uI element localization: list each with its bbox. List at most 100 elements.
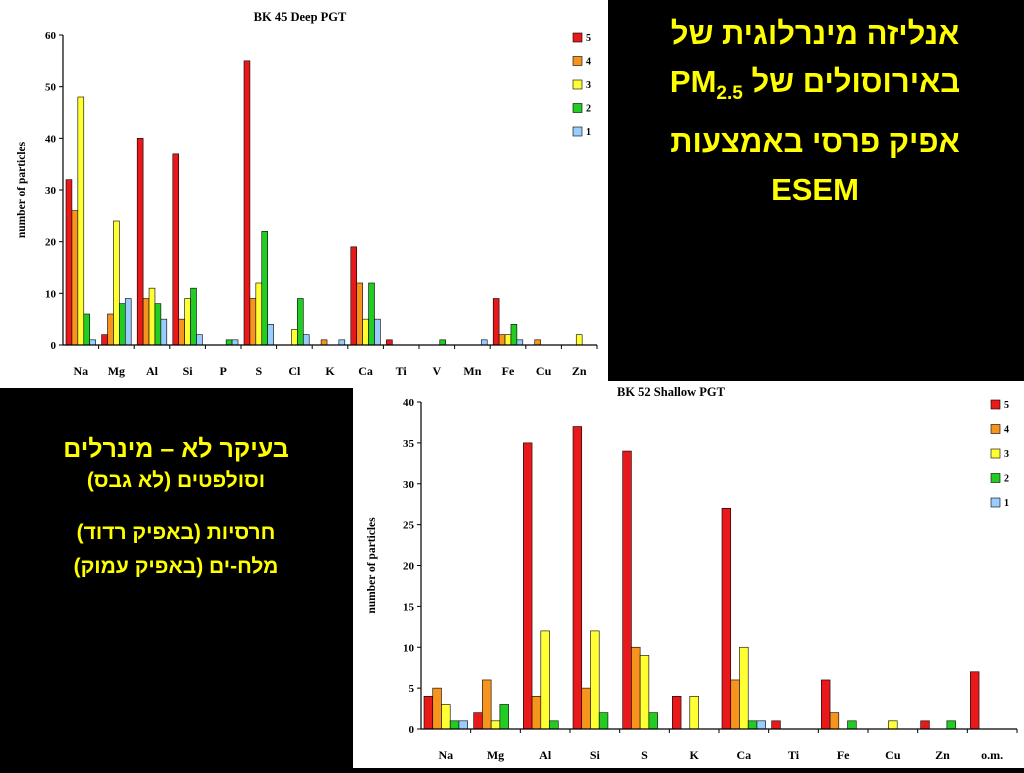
x-tick-label: K bbox=[325, 364, 335, 378]
x-tick-label: Na bbox=[438, 748, 453, 762]
bar-Cu-series-4 bbox=[534, 339, 541, 346]
x-tick-label: Ca bbox=[358, 364, 373, 378]
x-tick-label: V bbox=[432, 364, 441, 378]
bar-P-series-1 bbox=[231, 339, 239, 346]
bar-S-series-3 bbox=[255, 282, 263, 346]
bar-K-series-3 bbox=[689, 695, 699, 730]
y-tick-label: 0 bbox=[51, 340, 57, 352]
slide-title: אנליזה מינרלוגית של באירוסולים של PM2.5 … bbox=[612, 10, 1018, 214]
bar-Ti-series-5 bbox=[771, 720, 781, 730]
bar-Mg-series-2 bbox=[499, 704, 509, 730]
bar-Ca-series-4 bbox=[730, 679, 740, 730]
y-tick-label: 60 bbox=[45, 30, 57, 42]
slide-title-line2-text: באירוסולים של bbox=[751, 64, 961, 99]
legend-label-1: 1 bbox=[1004, 498, 1009, 509]
x-tick-label: Zn bbox=[935, 748, 950, 762]
bar-S-series-5 bbox=[243, 60, 251, 346]
bar-Si-series-3 bbox=[590, 630, 600, 730]
bar-Na-series-5 bbox=[65, 179, 73, 346]
bar-Al-series-1 bbox=[160, 318, 168, 346]
y-tick-label: 30 bbox=[403, 479, 415, 491]
x-tick-label: o.m. bbox=[981, 748, 1003, 762]
bar-Fe-series-3 bbox=[504, 334, 512, 346]
bar-S-series-2 bbox=[648, 712, 658, 730]
bar-Mg-series-5 bbox=[101, 334, 108, 346]
bar-Si-series-5 bbox=[172, 153, 180, 346]
x-tick-label: P bbox=[220, 364, 227, 378]
legend-swatch-3 bbox=[990, 448, 1001, 459]
bar-Al-series-4 bbox=[531, 695, 542, 730]
bar-Cl-series-2 bbox=[297, 298, 304, 346]
bar-Si-series-4 bbox=[178, 318, 185, 346]
bar-Na-series-2 bbox=[449, 720, 460, 730]
legend-swatch-2 bbox=[990, 473, 1001, 483]
bar-Fe-series-5 bbox=[821, 679, 831, 730]
legend-swatch-1 bbox=[990, 497, 1001, 508]
x-tick-label: Mn bbox=[463, 364, 481, 378]
chart-shallow-pgt: BK 52 Shallow PGT number of particles 0 5 10… bbox=[366, 385, 1018, 762]
x-tick-label: Ti bbox=[788, 748, 800, 762]
y-tick-label: 40 bbox=[403, 397, 415, 409]
bar-V-series-2 bbox=[439, 339, 446, 346]
bar-Mg-series-3 bbox=[113, 220, 120, 346]
bar-Ca-series-1 bbox=[756, 720, 766, 730]
chart-title: BK 52 Shallow PGT bbox=[617, 385, 726, 399]
y-tick-label: 15 bbox=[403, 601, 415, 613]
legend-swatch-1 bbox=[572, 126, 583, 137]
note-line2: וסולפטים (לא גבס) bbox=[86, 469, 266, 492]
bar-Ca-series-2 bbox=[368, 282, 375, 346]
bar-Fe-series-2 bbox=[510, 324, 518, 346]
bar-S-series-2 bbox=[261, 231, 268, 346]
bar-Mg-series-5 bbox=[473, 712, 483, 730]
bar-Si-series-2 bbox=[190, 287, 197, 346]
bar-Na-series-3 bbox=[77, 96, 85, 346]
x-tick-label: S bbox=[641, 748, 648, 762]
bar-S-series-4 bbox=[249, 298, 257, 346]
y-tick-label: 10 bbox=[403, 642, 415, 654]
bar-Ca-series-5 bbox=[350, 246, 358, 346]
bar-Al-series-2 bbox=[549, 720, 559, 730]
bar-Mn-series-1 bbox=[480, 339, 488, 346]
bar-Cl-series-3 bbox=[291, 329, 298, 346]
x-tick-label: Ti bbox=[396, 364, 408, 378]
note-line1: בעיקר לא – מינרלים bbox=[63, 435, 289, 463]
y-tick-label: 20 bbox=[45, 237, 57, 249]
bar-Al-series-4 bbox=[142, 298, 150, 346]
bar-Ca-series-2 bbox=[747, 720, 758, 730]
bar-Al-series-3 bbox=[540, 630, 550, 730]
note-line3: חרסיות (באפיק רדוד) bbox=[76, 521, 276, 544]
pm-label: PM bbox=[669, 64, 717, 99]
x-tick-label: Si bbox=[183, 364, 194, 378]
bar-o.m.-series-5 bbox=[970, 671, 980, 730]
bar-Fe-series-2 bbox=[847, 720, 857, 730]
bar-Mg-series-2 bbox=[119, 303, 126, 346]
y-axis-label: number of particles bbox=[16, 141, 28, 238]
bar-Al-series-5 bbox=[523, 442, 533, 730]
bar-Ca-series-3 bbox=[739, 646, 749, 730]
legend-label-3: 3 bbox=[1004, 449, 1009, 460]
slide-notes: בעיקר לא – מינרלים וסולפטים (לא גבס) חרס… bbox=[0, 432, 352, 584]
bar-S-series-4 bbox=[631, 646, 641, 730]
bar-Fe-series-5 bbox=[492, 298, 500, 346]
legend-label-2: 2 bbox=[1004, 474, 1009, 485]
bar-Mg-series-3 bbox=[490, 720, 501, 730]
bar-Na-series-3 bbox=[441, 704, 451, 730]
x-tick-label: S bbox=[255, 364, 262, 378]
bar-Na-series-2 bbox=[83, 313, 90, 346]
chart-panel-shallow: BK 52 Shallow PGT number of particles 0 5 10… bbox=[353, 381, 1024, 768]
y-tick-label: 10 bbox=[45, 288, 57, 300]
x-tick-label: Zn bbox=[572, 364, 587, 378]
legend-label-5: 5 bbox=[586, 33, 591, 44]
bar-Si-series-1 bbox=[196, 334, 203, 346]
x-tick-label: Ca bbox=[736, 748, 751, 762]
bar-Fe-series-1 bbox=[516, 339, 524, 346]
slide-title-line3: אפיק פרסי באמצעות bbox=[670, 124, 960, 160]
legend-swatch-4 bbox=[572, 56, 583, 66]
bar-Fe-series-4 bbox=[498, 334, 506, 346]
bar-Ti-series-5 bbox=[386, 339, 393, 346]
x-tick-label: Mg bbox=[487, 748, 504, 762]
bar-Fe-series-4 bbox=[829, 712, 840, 730]
bar-K-series-5 bbox=[672, 695, 682, 730]
bar-Mg-series-1 bbox=[124, 298, 132, 346]
bar-S-series-5 bbox=[622, 450, 632, 730]
